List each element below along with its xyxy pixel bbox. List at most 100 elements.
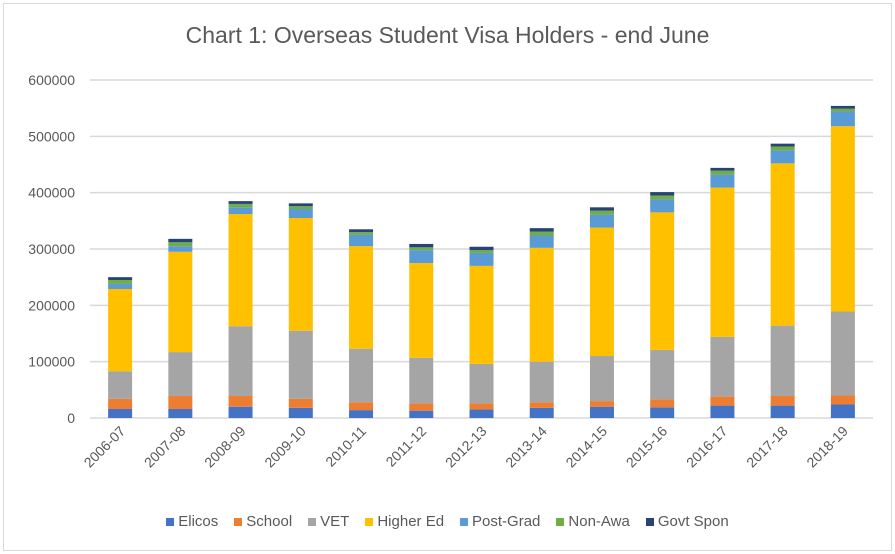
bar-segment-school (589, 401, 614, 407)
bar-segment-school (770, 396, 795, 406)
bar-segment-elicos (409, 410, 434, 418)
bar-segment-higher-ed (710, 187, 735, 337)
bar-segment-govt-spon (349, 229, 374, 233)
bar-segment-school (349, 402, 374, 411)
x-tick-label: 2011-12 (382, 423, 429, 470)
bar-segment-school (228, 396, 253, 407)
bar-stack-2016-17 (710, 167, 735, 418)
bar-segment-vet (469, 363, 494, 404)
bar-segment-vet (168, 352, 193, 397)
x-tick-label: 2010-11 (322, 423, 369, 470)
bar-segment-school (108, 398, 133, 409)
bar-segment-higher-ed (529, 247, 554, 362)
bar-segment-vet (650, 349, 675, 400)
bar-segment-higher-ed (469, 265, 494, 364)
bar-segment-non-awa (409, 247, 434, 251)
bar-segment-post-grad (288, 209, 313, 219)
bar-segment-elicos (349, 410, 374, 418)
x-tick-label: 2012-13 (442, 423, 490, 471)
bar-segment-non-awa (228, 203, 253, 208)
legend-label: Higher Ed (377, 513, 445, 530)
x-tick-label: 2008-09 (201, 423, 249, 471)
bar-segment-higher-ed (288, 218, 313, 331)
legend-swatch (460, 517, 469, 526)
bar-stack-2015-16 (650, 192, 675, 418)
bar-stack-2017-18 (770, 143, 795, 418)
bar-segment-vet (589, 356, 614, 402)
bar-segment-vet (288, 330, 313, 399)
legend-swatch (556, 517, 565, 526)
bar-stack-2011-12 (409, 243, 434, 418)
x-tick-label: 2016-17 (683, 423, 731, 471)
bar-segment-govt-spon (228, 201, 253, 204)
legend-swatch (166, 517, 175, 526)
legend-label: School (246, 513, 293, 530)
bar-segment-post-grad (589, 214, 614, 228)
x-tick-label: 2006-07 (81, 423, 129, 471)
bar-stack-2007-08 (168, 238, 193, 418)
bar-segment-govt-spon (409, 243, 434, 248)
bar-segment-higher-ed (108, 288, 133, 372)
bar-segment-non-awa (108, 279, 133, 284)
x-tick-label: 2015-16 (623, 423, 671, 471)
legend-label: VET (320, 513, 350, 530)
legend-label: Govt Spon (657, 513, 729, 530)
bar-segment-school (830, 395, 855, 405)
bar-segment-post-grad (409, 250, 434, 264)
bar-segment-vet (409, 357, 434, 404)
bar-segment-school (469, 403, 494, 410)
bar-segment-higher-ed (650, 212, 675, 350)
bar-segment-higher-ed (228, 214, 253, 327)
bar-segment-higher-ed (770, 163, 795, 326)
bar-segment-non-awa (168, 242, 193, 247)
bar-segment-vet (108, 371, 133, 399)
bar-segment-elicos (770, 405, 795, 418)
bar-segment-post-grad (108, 283, 133, 289)
bar-stack-2008-09 (228, 201, 253, 418)
bar-segment-post-grad (168, 246, 193, 252)
x-tick-label: 2013-14 (502, 423, 550, 471)
bar-stack-2006-07 (108, 277, 133, 418)
bar-segment-vet (770, 325, 795, 397)
bar-segment-elicos (108, 408, 133, 418)
bar-segment-non-awa (710, 170, 735, 175)
y-tick-label: 400000 (28, 185, 75, 201)
bar-segment-school (168, 396, 193, 409)
bar-stack-2013-14 (529, 228, 554, 418)
bar-segment-vet (529, 361, 554, 403)
bar-segment-non-awa (469, 250, 494, 253)
chart-title: Chart 1: Overseas Student Visa Holders -… (185, 22, 710, 48)
bar-segment-higher-ed (168, 251, 193, 353)
legend: Elicos School VET Higher Ed Post-Grad Non-Awa… (0, 513, 895, 530)
bar-segment-elicos (288, 407, 313, 418)
legend-item-elicos: Elicos (166, 513, 218, 530)
bar-segment-higher-ed (349, 246, 374, 349)
x-tick-label: 2007-08 (141, 423, 189, 471)
y-tick-label: 100000 (28, 354, 75, 370)
bar-segment-school (710, 396, 735, 406)
bar-segment-elicos (589, 406, 614, 418)
bar-segment-post-grad (469, 252, 494, 266)
bar-segment-non-awa (650, 195, 675, 200)
legend-item-post-grad: Post-Grad (460, 513, 540, 530)
bars (108, 105, 855, 418)
bar-segment-elicos (168, 408, 193, 418)
bar-segment-post-grad (529, 235, 554, 248)
legend-swatch (234, 517, 243, 526)
bar-segment-elicos (469, 409, 494, 418)
bar-segment-non-awa (830, 108, 855, 112)
bar-stack-2012-13 (469, 246, 494, 418)
x-tick-label: 2017-18 (743, 423, 791, 471)
bar-segment-school (409, 403, 434, 411)
bar-segment-vet (349, 348, 374, 403)
bar-segment-elicos (830, 404, 855, 418)
y-tick-label: 600000 (28, 72, 75, 88)
bar-segment-govt-spon (770, 143, 795, 147)
bar-segment-non-awa (529, 231, 554, 236)
bar-segment-govt-spon (529, 228, 554, 232)
bar-segment-post-grad (710, 174, 735, 188)
legend-label: Non-Awa (568, 513, 630, 530)
bar-segment-vet (228, 326, 253, 397)
bar-segment-higher-ed (589, 227, 614, 357)
bar-segment-govt-spon (108, 277, 133, 280)
